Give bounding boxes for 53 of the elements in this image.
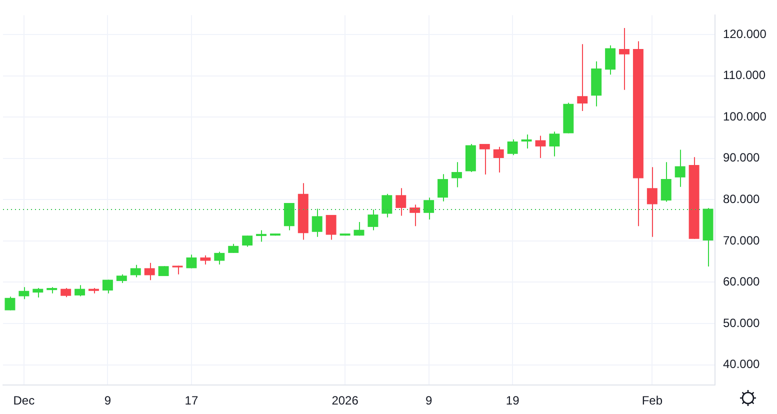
candlestick xyxy=(451,162,462,188)
x-tick-label: 17 xyxy=(184,394,198,408)
candlestick xyxy=(102,279,113,294)
y-tick-label: 80.000 xyxy=(723,192,760,206)
candlestick xyxy=(646,166,658,238)
candlestick xyxy=(60,288,72,298)
candlestick xyxy=(326,214,336,240)
candlestick xyxy=(382,193,392,218)
candlestick xyxy=(214,251,225,265)
candlestick xyxy=(368,209,378,231)
y-tick-label: 50.000 xyxy=(723,316,760,330)
candlestick xyxy=(535,135,546,158)
candlestick xyxy=(144,262,155,281)
y-tick-label: 120.000 xyxy=(723,26,767,41)
x-tick-label: Dec xyxy=(13,394,35,408)
candlestick xyxy=(410,204,420,227)
candlestick xyxy=(479,143,490,176)
x-tick-label: 2026 xyxy=(332,394,359,408)
candlestick xyxy=(32,288,44,298)
x-tick-label: 9 xyxy=(104,394,112,408)
candlestick xyxy=(256,230,267,242)
y-tick-label: 60.000 xyxy=(723,274,760,289)
y-tick-label: 110.000 xyxy=(723,68,766,82)
y-tick-label: 90.000 xyxy=(723,150,760,165)
candlestick xyxy=(4,296,16,311)
candlestick xyxy=(605,44,616,76)
candlestick xyxy=(674,149,686,188)
candlestick xyxy=(228,243,239,254)
candlestick xyxy=(186,254,197,269)
candlestick xyxy=(619,27,630,90)
x-tick-label: 9 xyxy=(425,394,432,408)
candlestick xyxy=(549,131,560,157)
candlestick xyxy=(577,44,588,112)
candlestick xyxy=(396,188,406,216)
candlestick xyxy=(660,162,672,202)
y-tick-label: 100.000 xyxy=(723,109,767,124)
candlestick xyxy=(521,134,532,150)
candlestick xyxy=(18,286,30,300)
candlestick xyxy=(507,138,518,156)
candlestick xyxy=(74,284,86,297)
candlestick xyxy=(284,202,294,231)
candlestick xyxy=(242,235,253,248)
candlestick xyxy=(312,208,322,238)
candlestick xyxy=(354,221,364,236)
candlestick xyxy=(130,264,141,278)
x-tick-label: 19 xyxy=(506,394,520,408)
candlestick xyxy=(424,197,434,220)
y-tick-label: 70.000 xyxy=(723,233,760,248)
candlestick xyxy=(493,146,504,173)
candlestick xyxy=(200,254,211,265)
y-tick-label: 40.000 xyxy=(723,357,760,372)
x-tick-label: Feb xyxy=(642,394,663,408)
candlestick xyxy=(438,174,448,202)
